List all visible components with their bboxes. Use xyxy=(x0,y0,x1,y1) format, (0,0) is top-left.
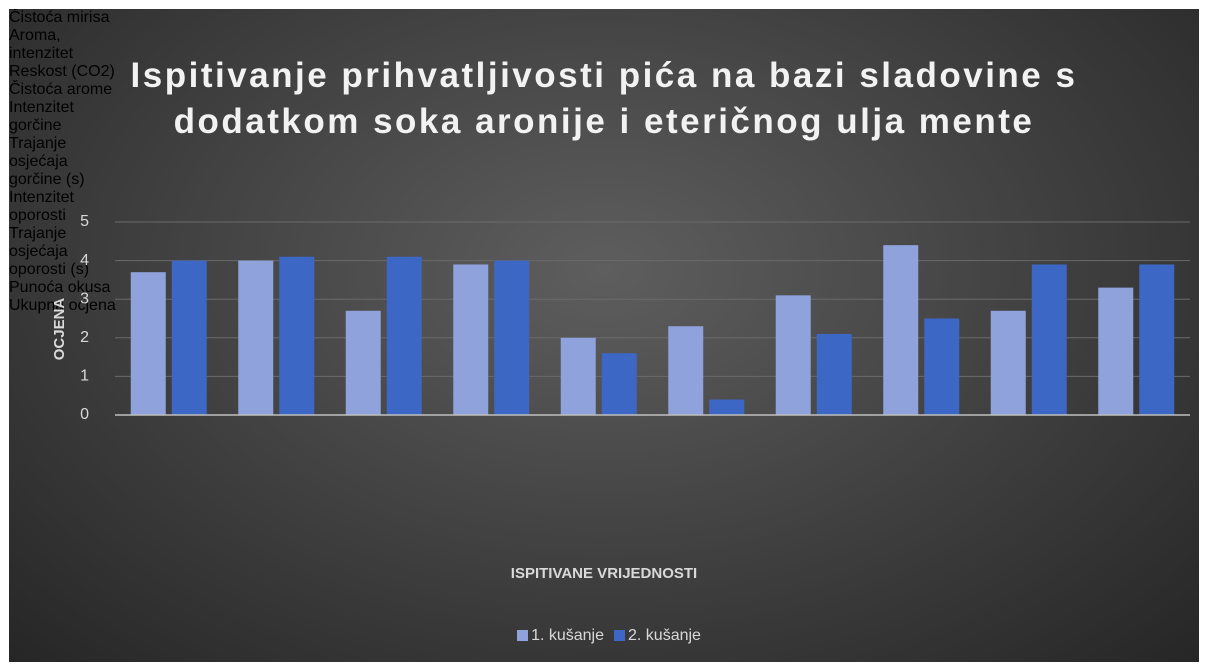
bar xyxy=(560,337,596,415)
x-tick-label: Aroma, intenzitet xyxy=(9,27,74,62)
bar xyxy=(816,333,852,415)
bar xyxy=(775,295,811,415)
x-axis-title: ISPITIVANE VRIJEDNOSTI xyxy=(510,565,698,582)
x-tick-label: Intenzitet gorčine xyxy=(9,99,74,134)
x-tick-label: Čistoća mirisa xyxy=(9,9,110,26)
bar xyxy=(279,256,315,415)
y-tick-label: 2 xyxy=(80,329,89,346)
chart-title: Ispitivanje prihvatljivosti pića na bazi… xyxy=(130,56,1078,141)
bar xyxy=(601,353,637,415)
legend: 1. kušanje 2. kušanje xyxy=(9,627,1199,645)
bar xyxy=(171,260,207,415)
legend-label: 2. kušanje xyxy=(628,627,701,644)
bar xyxy=(883,245,919,415)
bar xyxy=(130,272,166,415)
bar xyxy=(1098,287,1134,415)
y-tick-label: 5 xyxy=(80,213,89,230)
y-tick-label: 3 xyxy=(80,290,89,307)
x-tick-label: Intenzitet oporosti xyxy=(9,189,74,224)
bar xyxy=(924,318,960,415)
x-tick-label: Čistoća arome xyxy=(9,81,113,98)
bar xyxy=(1031,264,1067,415)
legend-swatch xyxy=(517,630,529,641)
x-tick-label: Punoća okusa xyxy=(9,279,111,296)
bar xyxy=(238,260,274,415)
plot: OCJENA 0 1 2 3 4 5 xyxy=(51,213,1190,423)
y-tick-label: 1 xyxy=(80,368,89,385)
x-tick-label: Trajanje osjećaja gorčine (s) xyxy=(9,135,85,188)
x-tick-label: Ukupna ocjena xyxy=(9,297,116,314)
bar xyxy=(345,310,381,415)
y-axis-title: OCJENA xyxy=(51,298,68,361)
y-tick-label: 0 xyxy=(80,406,89,423)
x-tick-label: Trajanje osjećaja oporosti (s) xyxy=(9,225,90,278)
bar xyxy=(386,256,422,415)
y-tick-label: 4 xyxy=(80,252,89,269)
chart: OCJENA 0 1 2 3 4 5 Ispitivanje prihvatljivost… xyxy=(9,9,1199,662)
x-tick-label: Reskost (CO2) xyxy=(9,63,115,80)
bar xyxy=(709,399,745,415)
legend-label: 1. kušanje xyxy=(531,627,604,644)
bar xyxy=(668,326,704,415)
bar xyxy=(1139,264,1175,415)
legend-swatch xyxy=(614,630,625,641)
bar xyxy=(990,310,1026,415)
bar xyxy=(494,260,530,415)
bar xyxy=(453,264,489,415)
